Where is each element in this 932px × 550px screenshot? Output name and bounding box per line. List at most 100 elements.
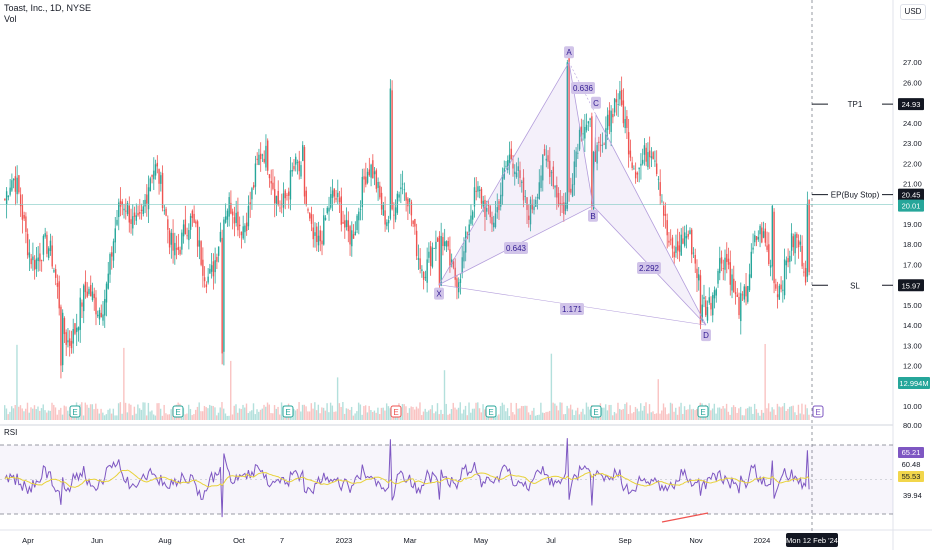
- candle-body: [7, 195, 10, 198]
- volume-bar: [484, 409, 486, 420]
- volume-bar: [98, 413, 101, 420]
- candle-body: [720, 257, 723, 264]
- volume-bar: [144, 402, 146, 420]
- volume-bar: [194, 409, 197, 420]
- volume-bar: [442, 414, 444, 420]
- volume-bar: [589, 409, 591, 420]
- candle-body: [168, 230, 171, 248]
- candle-body: [231, 211, 234, 216]
- volume-bar: [659, 413, 661, 420]
- volume-bar: [612, 415, 614, 420]
- volume-bar: [587, 406, 589, 420]
- candle-body: [212, 261, 215, 277]
- candle-body: [417, 257, 420, 260]
- earnings-marker: [390, 405, 402, 418]
- volume-bar: [261, 408, 263, 420]
- volume-pill: [898, 377, 930, 389]
- volume-bar: [426, 411, 428, 420]
- volume-bar: [582, 408, 584, 420]
- candle-body: [333, 188, 335, 197]
- candle-body: [97, 314, 99, 317]
- volume-bar: [550, 353, 553, 420]
- volume-bar: [158, 403, 160, 420]
- candle-body: [624, 119, 626, 128]
- volume-bar: [233, 405, 235, 420]
- date-cursor-pill: [786, 533, 838, 547]
- volume-bar: [669, 402, 672, 420]
- volume-bar: [506, 408, 509, 420]
- candle-body: [324, 217, 327, 221]
- candle-body: [638, 167, 640, 170]
- volume-bar: [303, 404, 306, 420]
- volume-bar: [363, 406, 365, 420]
- candle-body: [317, 235, 320, 246]
- candle-body: [221, 237, 223, 354]
- volume-bar: [533, 407, 535, 420]
- candle-body: [557, 192, 560, 206]
- volume-bar: [377, 407, 379, 420]
- earnings-marker-label: E: [815, 408, 820, 417]
- candle-body: [424, 276, 427, 278]
- volume-bar: [510, 402, 512, 420]
- volume-bar: [193, 414, 195, 420]
- candle-body: [666, 220, 668, 236]
- candle-body: [23, 214, 25, 219]
- candle-body: [797, 240, 800, 248]
- time-tick-label: 2024: [754, 536, 771, 545]
- candle-body: [610, 110, 612, 132]
- volume-bar: [301, 404, 304, 420]
- volume-bar: [249, 411, 251, 420]
- volume-bar: [496, 415, 498, 420]
- rsi-tick-label: 39.94: [903, 491, 922, 500]
- volume-bar: [163, 404, 165, 420]
- candle-body: [501, 175, 504, 197]
- volume-bar: [226, 415, 228, 420]
- currency-button[interactable]: USD: [900, 4, 926, 20]
- candle-body: [759, 225, 761, 235]
- volume-bar: [478, 408, 481, 420]
- price-tick-label: 18.00: [903, 240, 922, 249]
- candle-body: [286, 194, 288, 196]
- volume-bar: [133, 406, 136, 420]
- candle-body: [344, 220, 346, 228]
- candle-body: [771, 205, 774, 267]
- earnings-marker-label: E: [700, 408, 705, 417]
- price-tick-label: 22.00: [903, 159, 922, 168]
- level-text-bg: [828, 279, 882, 292]
- volume-bar: [795, 414, 798, 420]
- candle-body: [591, 116, 593, 206]
- volume-bar: [769, 411, 772, 420]
- candle-body: [428, 251, 430, 258]
- candle-body: [265, 145, 267, 168]
- volume-bar: [790, 406, 793, 420]
- candle-body: [281, 203, 283, 205]
- candle-body: [724, 257, 726, 270]
- candle-body: [140, 209, 143, 211]
- candle-body: [494, 213, 497, 228]
- volume-bar: [63, 405, 65, 420]
- volume-bar: [245, 403, 248, 420]
- candle-body: [9, 187, 11, 195]
- candle-body: [37, 257, 39, 262]
- volume-bar: [431, 405, 433, 420]
- volume-bar: [186, 413, 188, 420]
- candle-body: [740, 293, 742, 322]
- volume-bar: [682, 413, 684, 420]
- volume-bar: [340, 406, 342, 420]
- candle-body: [708, 297, 710, 303]
- volume-bar: [757, 412, 759, 420]
- candle-body: [233, 217, 236, 224]
- candle-body: [706, 306, 709, 321]
- volume-bar: [718, 407, 721, 420]
- candle-body: [450, 259, 453, 265]
- candle-body: [331, 190, 334, 198]
- candle-body: [636, 173, 639, 175]
- candle-body: [228, 197, 230, 217]
- candle-body: [403, 189, 406, 191]
- volume-bar: [370, 410, 372, 420]
- volume-bar: [736, 412, 738, 420]
- volume-bar: [762, 412, 765, 420]
- candle-body: [19, 194, 22, 207]
- candle-body: [377, 181, 379, 188]
